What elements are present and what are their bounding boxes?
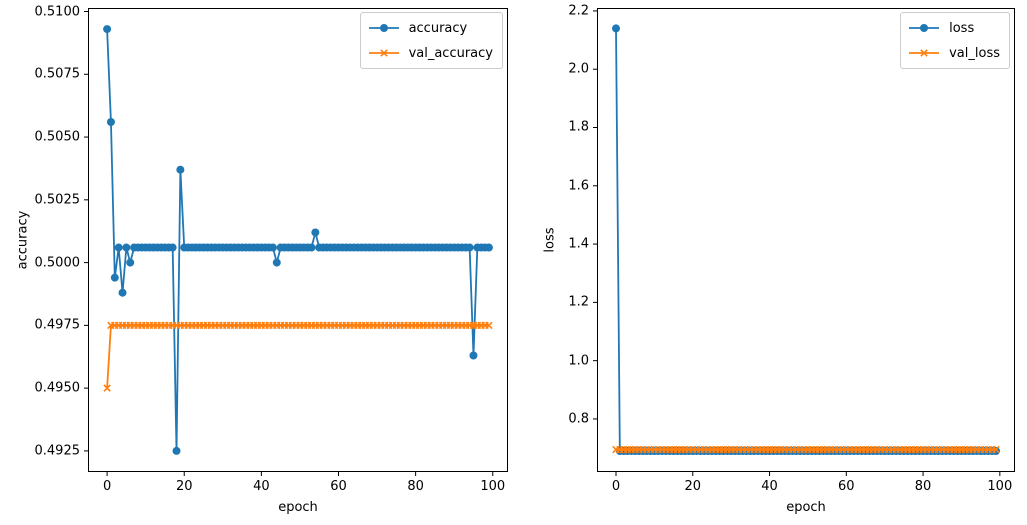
- val_accuracy-line: [106, 324, 489, 389]
- loss-line: [615, 28, 996, 452]
- val_loss-markers: [612, 445, 1000, 454]
- x-tick-label: 80: [914, 479, 932, 494]
- x-tick-label: 100: [987, 479, 1013, 494]
- y-tick-label: 0.5075: [34, 66, 81, 82]
- line-with-circle-marker-icon: [909, 24, 940, 32]
- x-tick-label: 0: [611, 479, 621, 494]
- y-tick-label: 0.4925: [34, 443, 81, 459]
- y-tick-label: 0.5050: [34, 129, 81, 145]
- y-tick-label: 1.2: [568, 294, 589, 310]
- y-tick-label: 0.5000: [34, 255, 81, 271]
- y-tick-label: 1.6: [568, 178, 589, 194]
- legend-entry-val_loss: val_loss: [908, 43, 1000, 63]
- legend-label: accuracy: [408, 20, 468, 36]
- y-tick-label: 2.2: [568, 3, 589, 19]
- accuracy-plot-area: [84, 8, 508, 476]
- line-with-circle-marker-icon: [368, 24, 399, 32]
- loss-markers: [612, 24, 1000, 456]
- accuracy-x-axis-label: epoch: [278, 500, 318, 515]
- axis-tick-marks: [84, 11, 494, 476]
- accuracy-line: [106, 29, 489, 451]
- legend-label: val_loss: [949, 45, 1000, 61]
- y-tick-label: 1.0: [568, 353, 589, 369]
- loss-x-axis-label: epoch: [786, 500, 826, 515]
- accuracy-subplot: 0 20 40 60 80 100 0.4925 0.4950 0.4975 0.5000 0.50…: [35, 5, 508, 493]
- legend-entry-accuracy: accuracy: [368, 18, 493, 38]
- plot-spines: [88, 8, 508, 472]
- accuracy-y-axis-label: accuracy: [15, 210, 31, 270]
- y-tick-label: 0.5100: [34, 4, 81, 19]
- x-tick-label: 40: [253, 479, 270, 494]
- y-tick-label: 2.0: [568, 61, 589, 77]
- legend-entry-loss: loss: [908, 18, 1000, 38]
- y-tick-label: 1.4: [568, 236, 589, 252]
- x-tick-label: 100: [480, 479, 506, 494]
- loss-legend: loss val_loss: [900, 12, 1010, 69]
- loss-subplot: 0 20 40 60 80 100 0.8 1.0 1.2 1.4 1.6 1.8 2.0 2.2 loss…: [568, 4, 1015, 493]
- x-tick-label: 20: [175, 479, 193, 494]
- line-with-x-marker-icon: [368, 49, 399, 57]
- loss-plot-area: [593, 8, 1015, 476]
- x-tick-label: 60: [330, 479, 347, 494]
- line-with-x-marker-icon: [909, 49, 940, 57]
- y-tick-label: 0.5025: [34, 192, 81, 208]
- legend-entry-val_accuracy: val_accuracy: [368, 43, 493, 63]
- axis-tick-marks: [593, 10, 1001, 476]
- y-tick-label: 1.8: [568, 119, 589, 135]
- x-tick-label: 0: [102, 479, 112, 494]
- x-tick-label: 80: [407, 479, 424, 494]
- accuracy-markers: [103, 25, 493, 455]
- x-tick-label: 20: [684, 479, 702, 494]
- y-tick-label: 0.4950: [34, 380, 81, 396]
- accuracy-legend: accuracy val_accuracy: [359, 12, 503, 69]
- x-tick-label: 60: [838, 479, 855, 494]
- legend-label: loss: [949, 20, 975, 36]
- y-tick-label: 0.8: [568, 411, 589, 427]
- loss-y-axis-label: loss: [542, 227, 558, 253]
- val_accuracy-markers: [103, 321, 493, 392]
- x-tick-label: 40: [761, 479, 778, 494]
- legend-label: val_accuracy: [408, 45, 493, 61]
- y-tick-label: 0.4975: [34, 317, 81, 333]
- plot-spines: [597, 8, 1015, 472]
